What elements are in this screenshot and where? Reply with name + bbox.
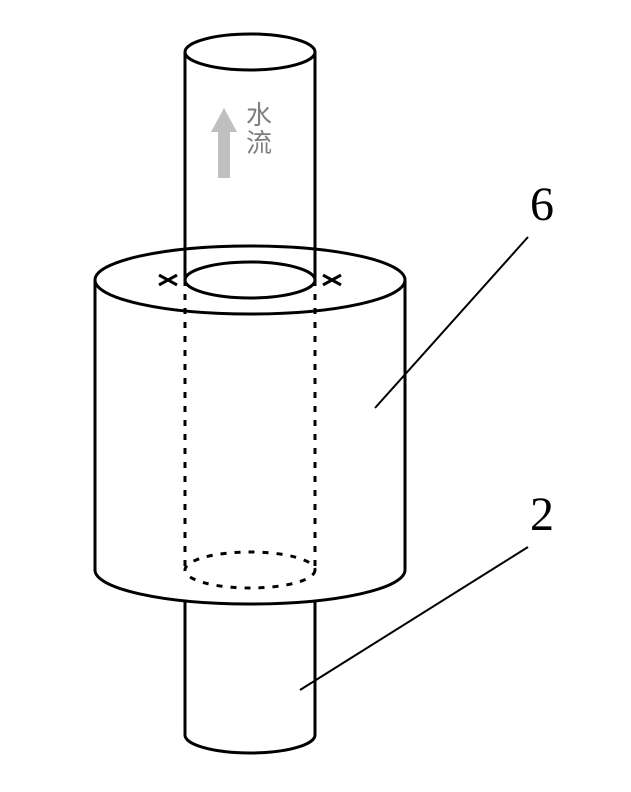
- inner-pipe-opening-top: [185, 262, 315, 298]
- inner-pipe-lower: [185, 601, 315, 753]
- flow-arrow-label-line2: 流: [246, 129, 272, 158]
- label-2: 2: [530, 488, 554, 541]
- flow-arrow: [211, 108, 237, 178]
- outer-cylinder: [95, 246, 405, 604]
- label-6: 6: [530, 178, 554, 231]
- pipe-diagram: 6 2 水 流: [0, 0, 631, 792]
- flow-arrow-label-line1: 水: [246, 101, 272, 130]
- inner-pipe-hidden: [185, 280, 315, 588]
- callout-leaders: [300, 237, 528, 690]
